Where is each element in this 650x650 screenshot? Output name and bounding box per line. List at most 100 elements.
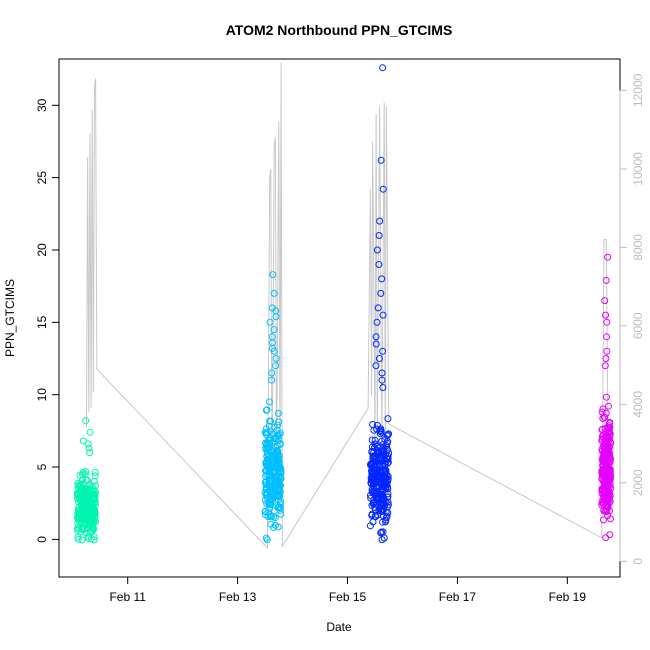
- data-point: [76, 495, 84, 503]
- data-point: [598, 435, 606, 443]
- data-point: [379, 311, 387, 319]
- data-point: [604, 253, 612, 261]
- data-point: [277, 467, 285, 475]
- data-point: [85, 535, 92, 543]
- data-point: [379, 64, 387, 72]
- data-point: [370, 498, 378, 506]
- data-point: [600, 413, 608, 421]
- y-tick-label: 5: [35, 463, 49, 470]
- x-tick-label: Feb 19: [549, 590, 587, 604]
- y2-tick-label: 4000: [631, 391, 645, 418]
- data-point: [602, 355, 610, 362]
- data-point: [374, 304, 382, 312]
- data-point: [600, 516, 607, 524]
- data-point: [265, 477, 273, 485]
- data-point: [268, 339, 276, 347]
- data-point: [371, 436, 379, 444]
- series-1: [73, 417, 100, 544]
- data-point: [384, 483, 391, 491]
- data-point: [373, 493, 381, 501]
- series-2: [261, 271, 285, 544]
- data-point: [266, 511, 274, 519]
- data-point: [270, 326, 278, 334]
- data-point: [606, 423, 614, 431]
- data-point: [375, 355, 383, 362]
- data-point: [382, 470, 390, 478]
- data-point: [368, 476, 376, 484]
- data-point: [382, 474, 390, 482]
- data-point: [274, 409, 282, 417]
- data-point: [272, 443, 280, 451]
- data-point: [272, 362, 280, 370]
- data-point: [372, 513, 379, 521]
- data-point: [262, 534, 270, 542]
- data-point: [81, 485, 89, 493]
- data-point: [376, 427, 384, 435]
- data-point: [603, 318, 611, 326]
- data-point: [272, 478, 280, 486]
- y-tick-label: 20: [35, 243, 49, 257]
- data-point: [606, 507, 614, 515]
- data-point: [262, 439, 269, 447]
- data-point: [367, 491, 374, 499]
- data-point: [372, 333, 380, 341]
- data-point: [271, 435, 279, 443]
- data-point: [370, 487, 378, 495]
- y-tick-label: 30: [35, 98, 49, 112]
- data-point: [268, 376, 276, 384]
- data-point: [604, 433, 612, 440]
- data-point: [372, 500, 380, 508]
- data-point: [269, 458, 277, 466]
- axes-layer: Feb 11 Feb 13 Feb 15 Feb 17 Feb 19 0 5 10 15 20 25…: [35, 73, 645, 604]
- x-tick-label: Feb 17: [439, 590, 477, 604]
- data-point: [377, 156, 385, 164]
- data-point: [266, 504, 274, 512]
- data-point: [607, 515, 614, 523]
- data-point: [599, 405, 607, 413]
- data-point: [266, 417, 273, 425]
- data-point: [602, 534, 610, 542]
- data-point: [380, 534, 388, 542]
- chart-title: ATOM2 Northbound PPN_GTCIMS: [226, 22, 453, 38]
- data-point: [91, 472, 99, 480]
- data-point: [602, 409, 610, 417]
- data-point: [374, 478, 382, 486]
- data-point: [378, 462, 386, 470]
- data-point: [276, 492, 284, 500]
- x-axis-label: Date: [326, 620, 352, 634]
- data-point: [91, 498, 99, 506]
- data-point: [603, 333, 611, 341]
- data-point: [80, 525, 88, 533]
- data-point: [89, 517, 97, 525]
- data-point: [263, 491, 271, 499]
- y-tick-label: 25: [35, 171, 49, 185]
- y-tick-label: 15: [35, 315, 49, 329]
- data-point: [91, 468, 99, 476]
- data-point: [82, 529, 90, 537]
- data-point: [368, 467, 375, 475]
- plot-frame: [58, 58, 621, 578]
- data-point: [600, 469, 607, 477]
- data-point: [275, 459, 283, 467]
- data-point: [378, 536, 386, 544]
- data-point: [77, 514, 85, 522]
- data-point: [378, 469, 386, 477]
- data-point: [369, 500, 377, 508]
- data-point: [602, 496, 610, 504]
- data-point: [603, 487, 611, 495]
- data-point: [272, 446, 280, 454]
- data-point: [266, 318, 274, 326]
- x-tick-label: Feb 11: [109, 590, 146, 604]
- data-point: [381, 436, 389, 443]
- data-point: [598, 445, 606, 453]
- data-point: [378, 376, 386, 384]
- data-point: [265, 461, 273, 469]
- y-axis-label: PPN_GTCIMS: [3, 279, 17, 357]
- x-tick-label: Feb 15: [329, 590, 367, 604]
- data-point: [376, 217, 384, 225]
- data-point: [377, 428, 385, 436]
- data-point: [79, 437, 87, 445]
- data-point: [263, 494, 271, 502]
- data-point: [375, 232, 383, 239]
- data-point: [383, 512, 391, 520]
